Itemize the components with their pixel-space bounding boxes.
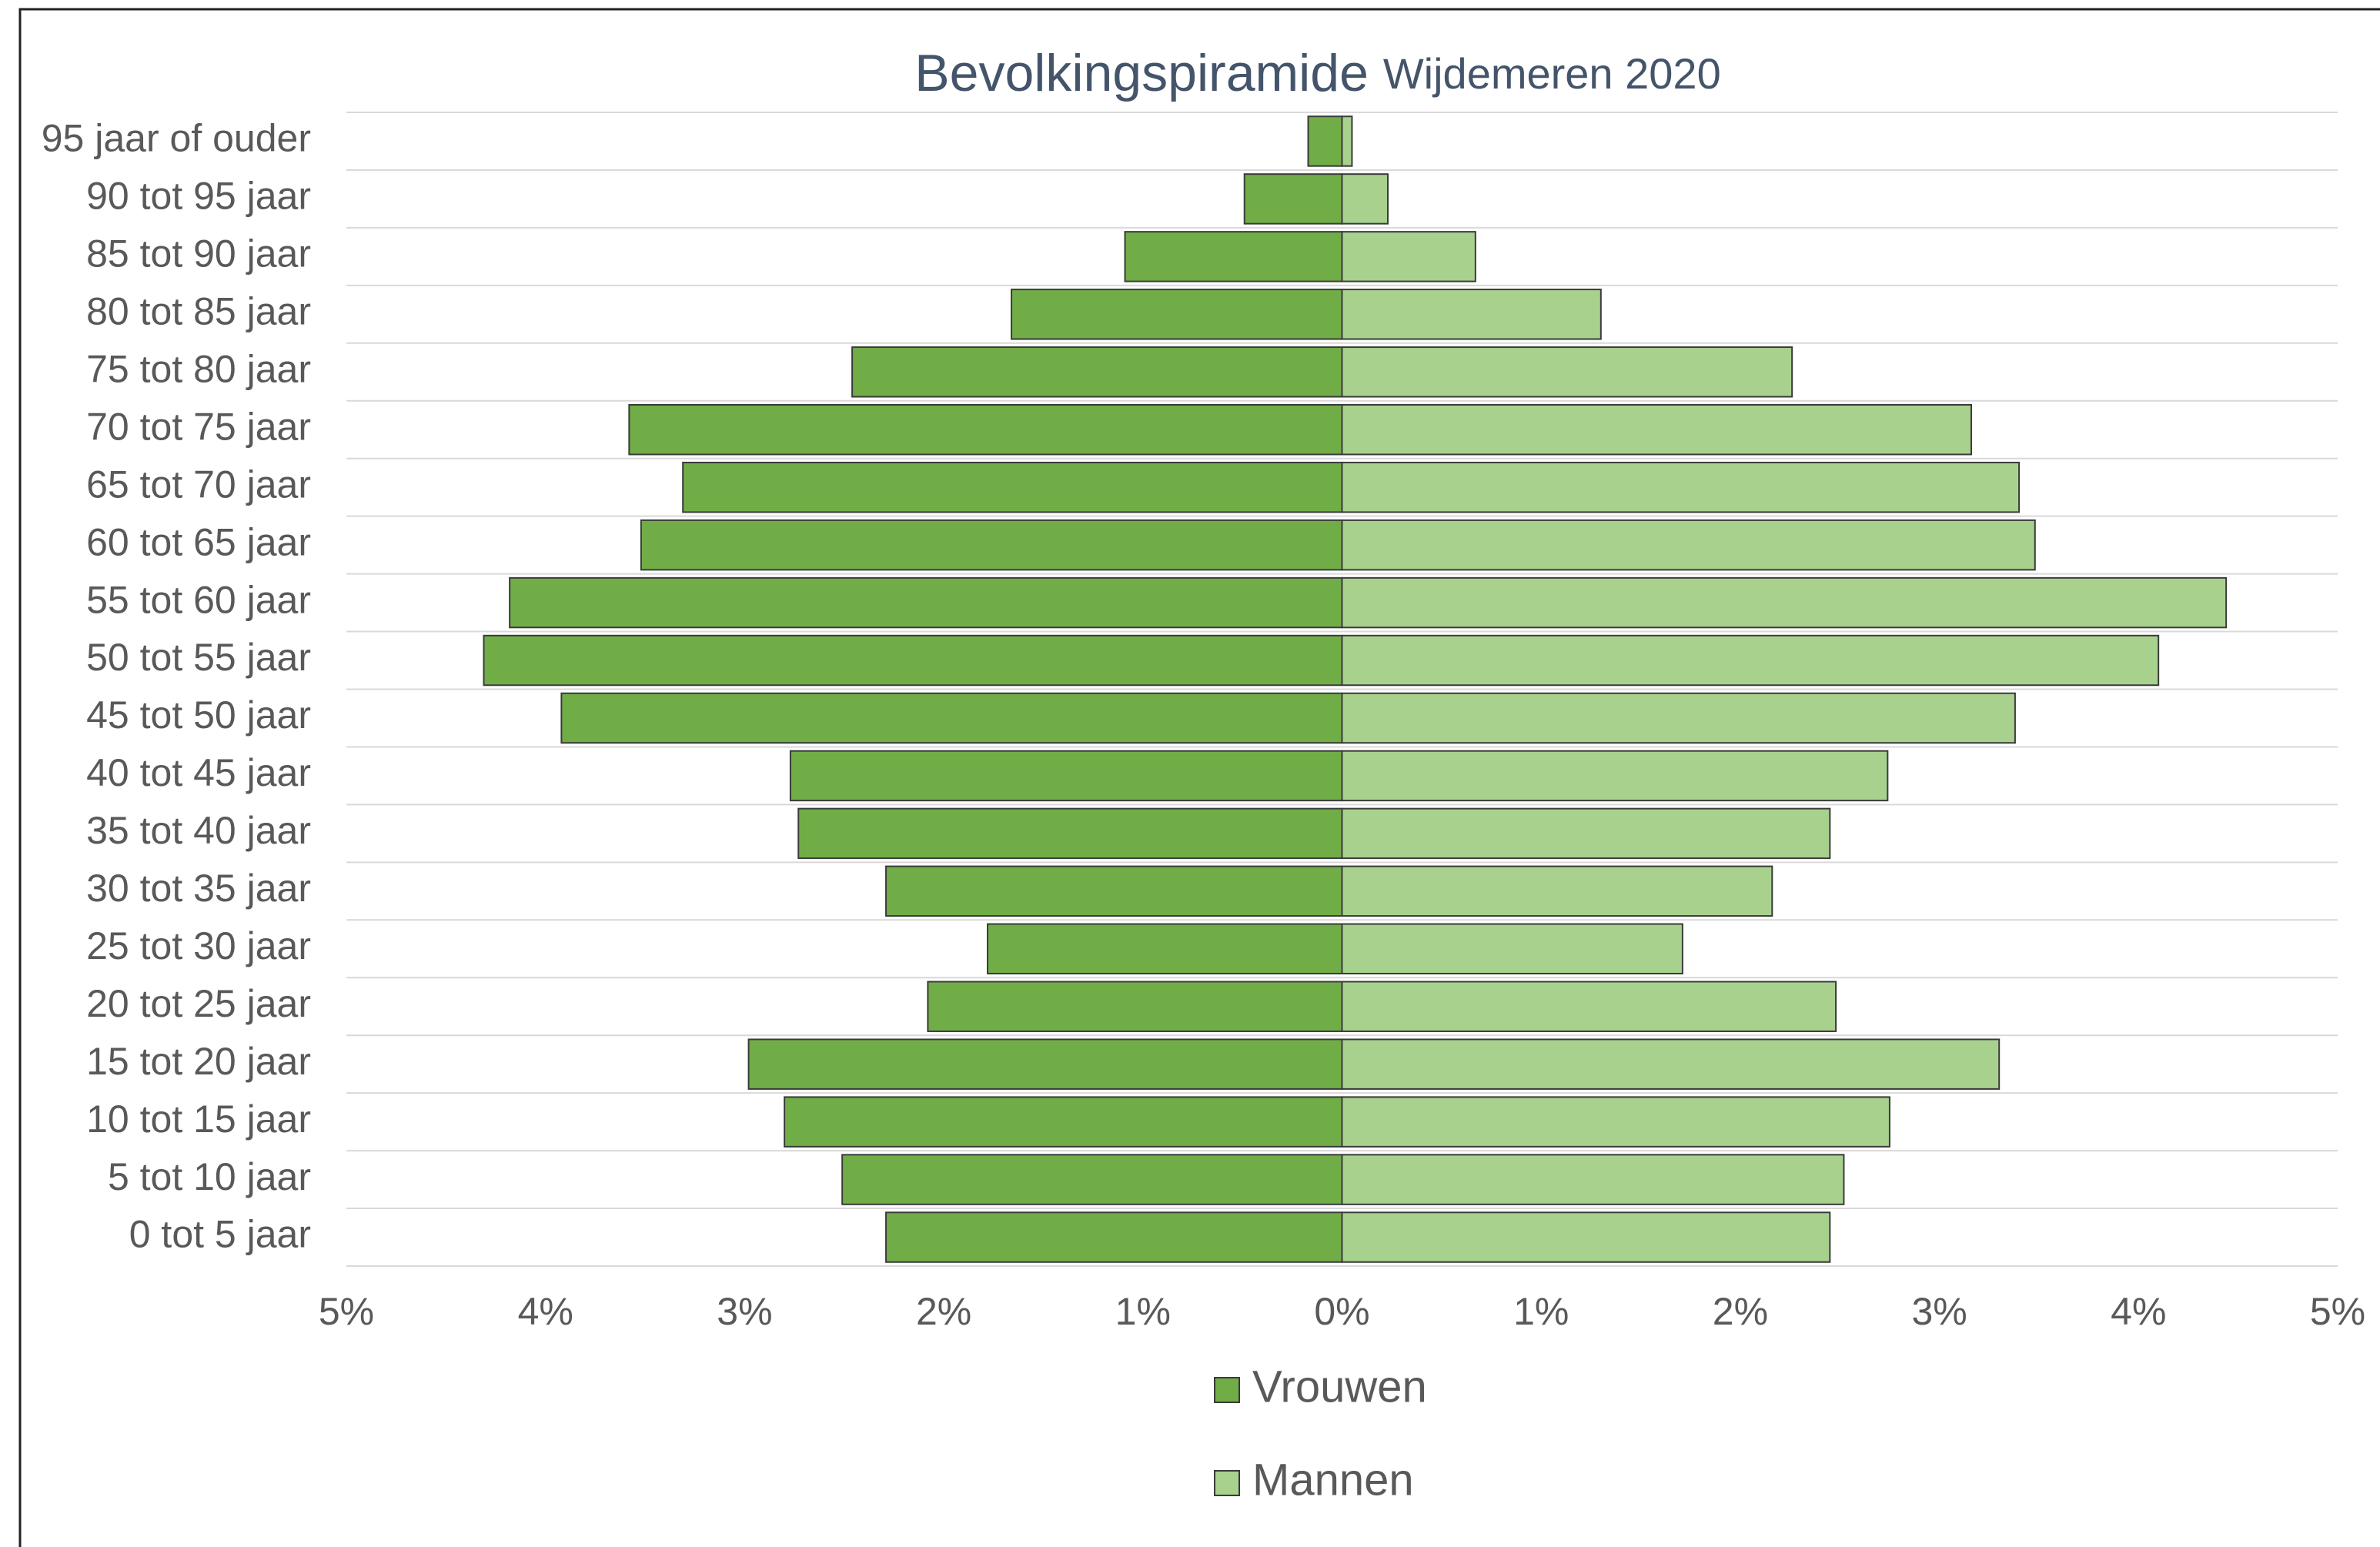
bar <box>784 1096 1343 1148</box>
bar <box>1341 981 1837 1032</box>
y-tick-label: 40 tot 45 jaar <box>86 751 311 794</box>
bar <box>851 346 1343 398</box>
bar <box>885 1211 1343 1263</box>
y-tick-label: 95 jaar of ouder <box>42 117 311 160</box>
bar <box>1341 750 1889 802</box>
bar <box>797 807 1343 860</box>
y-tick-label: 65 tot 70 jaar <box>86 463 311 506</box>
bar <box>789 750 1343 802</box>
y-tick-label: 10 tot 15 jaar <box>86 1098 311 1141</box>
bar <box>927 981 1343 1032</box>
y-tick-label: 25 tot 30 jaar <box>86 924 311 967</box>
x-tick-label: 5% <box>2310 1290 2365 1333</box>
bar <box>1341 231 1476 282</box>
y-tick-label: 5 tot 10 jaar <box>108 1155 311 1198</box>
y-tick-label: 70 tot 75 jaar <box>86 405 311 448</box>
y-tick-label: 75 tot 80 jaar <box>86 347 311 390</box>
bar <box>1307 115 1343 167</box>
x-tick-label: 5% <box>319 1290 374 1333</box>
title: Bevolkingspiramide <box>914 44 1369 102</box>
bar <box>682 461 1343 513</box>
x-tick-label: 3% <box>717 1290 772 1333</box>
y-tick-label: 90 tot 95 jaar <box>86 175 311 218</box>
x-tick-label: 2% <box>916 1290 971 1333</box>
y-tick-label: 85 tot 90 jaar <box>86 232 311 276</box>
x-tick-label: 2% <box>1713 1290 1768 1333</box>
bar <box>1341 289 1602 340</box>
y-tick-label: 60 tot 65 jaar <box>86 520 311 563</box>
bar <box>1341 346 1793 398</box>
bar <box>560 692 1343 744</box>
x-tick-label: 1% <box>1513 1290 1569 1333</box>
y-tick-label: 20 tot 25 jaar <box>86 982 311 1025</box>
bar <box>1341 807 1831 860</box>
bar <box>1341 1038 2001 1090</box>
bar <box>509 576 1343 629</box>
y-tick-label: 55 tot 60 jaar <box>86 578 311 621</box>
bar <box>1341 519 2036 571</box>
bar <box>1341 1211 1831 1263</box>
bar <box>1243 173 1343 225</box>
bar <box>885 865 1343 917</box>
chart-title: Bevolkingspiramide Wijdemeren 2020 <box>914 44 1720 102</box>
legend-swatch <box>1214 1377 1240 1403</box>
bar <box>1341 173 1389 225</box>
bar <box>1341 923 1683 975</box>
legend-label: Mannen <box>1252 1455 1414 1505</box>
x-tick-label: 3% <box>1911 1290 1967 1333</box>
bar <box>483 634 1343 687</box>
y-tick-label: 50 tot 55 jaar <box>86 636 311 679</box>
x-tick-label: 4% <box>518 1290 573 1333</box>
bar <box>628 403 1343 456</box>
bar <box>1124 231 1343 282</box>
bar <box>1341 115 1353 167</box>
y-tick-label: 0 tot 5 jaar <box>129 1213 311 1256</box>
x-tick-label: 0% <box>1314 1290 1369 1333</box>
y-tick-label: 35 tot 40 jaar <box>86 809 311 852</box>
legend-swatch <box>1214 1470 1240 1496</box>
bar <box>1341 865 1773 917</box>
bar <box>747 1038 1343 1090</box>
bar <box>1341 692 2016 744</box>
bar <box>841 1154 1343 1205</box>
x-tick-label: 1% <box>1115 1290 1171 1333</box>
bar <box>1341 1096 1890 1148</box>
bar <box>1011 289 1343 340</box>
x-tick-label: 4% <box>2111 1290 2166 1333</box>
bar <box>987 923 1343 975</box>
y-tick-label: 80 tot 85 jaar <box>86 290 311 333</box>
frame <box>18 8 2380 1547</box>
subtitle: Wijdemeren 2020 <box>1383 49 1721 98</box>
bar <box>1341 1154 1845 1205</box>
y-tick-label: 15 tot 20 jaar <box>86 1040 311 1083</box>
bar <box>640 519 1343 571</box>
bar <box>1341 576 2228 629</box>
legend-label: Vrouwen <box>1252 1362 1427 1412</box>
y-tick-label: 30 tot 35 jaar <box>86 867 311 910</box>
bar <box>1341 634 2160 687</box>
bar <box>1341 403 1972 456</box>
y-tick-label: 45 tot 50 jaar <box>86 693 311 737</box>
bar <box>1341 461 2021 513</box>
